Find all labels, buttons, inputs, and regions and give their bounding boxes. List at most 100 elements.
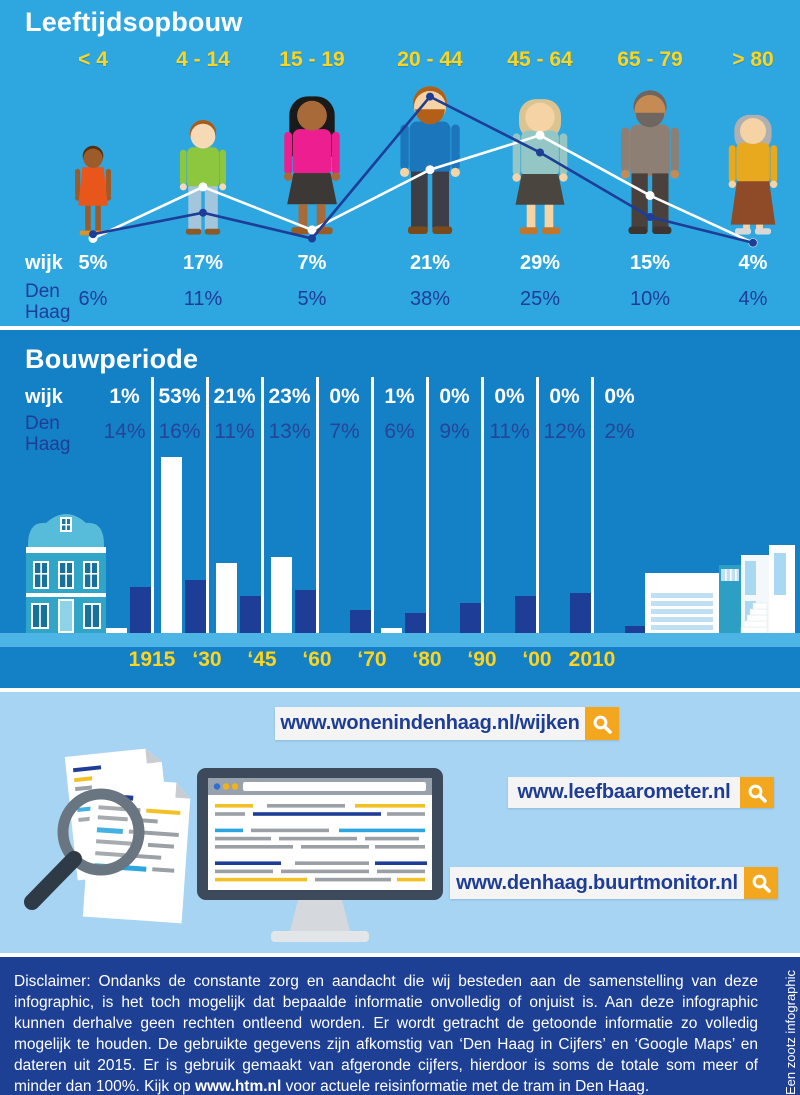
- year-tick-label: 1915: [128, 648, 176, 671]
- build-wijk-value: 0%: [329, 385, 360, 408]
- build-denhaag-value: 11%: [214, 420, 255, 443]
- search-icon: [752, 874, 771, 893]
- htm-link[interactable]: www.htm.nl: [194, 1078, 282, 1095]
- column-divider: [370, 377, 374, 647]
- column-divider: [590, 377, 594, 647]
- person-6: [718, 113, 788, 237]
- screen-text-line: [215, 804, 253, 808]
- person-2: [277, 95, 347, 237]
- screen-text-line: [377, 869, 425, 874]
- age-category-label: 20 - 44: [397, 48, 463, 71]
- disclaimer-body: Disclaimer: Ondanks de constante zorg en…: [14, 973, 758, 1095]
- build-wijk-value: 21%: [213, 385, 256, 408]
- bar-denhaag: [405, 613, 426, 633]
- build-denhaag-value: 7%: [329, 420, 360, 443]
- screen-text-line: [279, 836, 357, 841]
- person-4: [505, 97, 575, 237]
- screen-text-line: [215, 828, 243, 833]
- screen-text-line: [267, 804, 345, 808]
- age-wijk-value: 29%: [519, 252, 561, 274]
- person-figure: [284, 96, 340, 235]
- documents-magnifier-illustration: [24, 748, 191, 924]
- disclaimer-text: Disclaimer: Ondanks de constante zorg en…: [14, 971, 758, 1095]
- section-separator: [0, 326, 800, 330]
- age-denhaag-value: 38%: [409, 288, 451, 310]
- column-divider: [205, 377, 209, 647]
- column-divider: [315, 377, 319, 647]
- year-tick-label: ‘90: [467, 648, 497, 671]
- link-url[interactable]: www.wonenindenhaag.nl/wijken: [275, 707, 585, 740]
- screen-text-line: [301, 845, 369, 849]
- magnifier-handle: [24, 851, 82, 910]
- bar-denhaag: [240, 596, 261, 633]
- build-wijk-value: 0%: [549, 385, 580, 408]
- screen-text-line: [253, 812, 381, 816]
- screen-text-line: [215, 812, 245, 816]
- modern-building-illustration: [645, 545, 795, 633]
- build-wijk-value: 23%: [268, 385, 311, 408]
- column-divider: [535, 377, 539, 647]
- age-section-title: Leeftijdsopbouw: [25, 7, 243, 37]
- year-tick-label: ‘60: [302, 648, 332, 671]
- bar-denhaag: [460, 603, 481, 633]
- search-button[interactable]: [744, 867, 778, 899]
- person-1: [168, 119, 238, 237]
- build-denhaag-value: 2%: [604, 420, 635, 443]
- build-section-title: Bouwperiode: [25, 344, 199, 374]
- link-url[interactable]: www.leefbaarometer.nl: [508, 777, 740, 808]
- link-bar-leefbaarometer[interactable]: www.leefbaarometer.nl: [508, 777, 774, 808]
- build-denhaag-value: 12%: [543, 420, 586, 443]
- age-denhaag-value: 11%: [183, 288, 223, 310]
- age-denhaag-value: 6%: [78, 288, 108, 310]
- screen-text-line: [295, 861, 369, 865]
- screen-text-line: [375, 845, 425, 849]
- screen-text-line: [355, 804, 425, 808]
- age-wijk-value: 15%: [629, 252, 671, 274]
- data-point: [748, 238, 758, 248]
- person-figure: [400, 86, 460, 234]
- column-divider: [480, 377, 484, 647]
- screen-text-line: [215, 845, 293, 849]
- age-category-label: 4 - 14: [176, 48, 230, 71]
- age-denhaag-value: 10%: [629, 288, 671, 310]
- age-row-label-denhaag: Den Haag: [25, 281, 71, 324]
- build-denhaag-value: 9%: [439, 420, 470, 443]
- screen-text-line: [251, 828, 329, 833]
- build-wijk-value: 0%: [439, 385, 470, 408]
- age-wijk-value: 5%: [78, 252, 108, 274]
- age-category-label: 45 - 64: [507, 48, 573, 71]
- ground-band: [0, 633, 800, 647]
- age-wijk-value: 17%: [182, 252, 224, 274]
- person-5: [615, 89, 685, 237]
- build-denhaag-value: 16%: [158, 420, 201, 443]
- build-wijk-value: 0%: [494, 385, 525, 408]
- person-figure: [728, 114, 778, 235]
- screen-text-line: [215, 836, 271, 841]
- link-url[interactable]: www.denhaag.buurtmonitor.nl: [450, 867, 744, 899]
- person-3: [395, 85, 465, 237]
- bar-wijk: [106, 628, 127, 633]
- bar-wijk: [216, 563, 237, 633]
- year-tick-label: ‘80: [412, 648, 442, 671]
- person-figure: [74, 145, 112, 236]
- build-wijk-value: 0%: [604, 385, 635, 408]
- age-row-label-wijk: wijk: [25, 252, 63, 274]
- bar-denhaag: [350, 610, 371, 633]
- age-category-label: 65 - 79: [617, 48, 683, 71]
- column-divider: [260, 377, 264, 647]
- bar-denhaag: [515, 596, 536, 633]
- build-wijk-value: 1%: [384, 385, 415, 408]
- search-button[interactable]: [740, 777, 774, 808]
- link-bar-buurtmonitor[interactable]: www.denhaag.buurtmonitor.nl: [450, 867, 778, 899]
- search-button[interactable]: [585, 707, 619, 740]
- data-point: [749, 238, 757, 247]
- build-denhaag-value: 14%: [103, 420, 146, 443]
- search-icon: [748, 784, 767, 803]
- screen-text-line: [215, 869, 273, 874]
- bar-wijk: [381, 628, 402, 633]
- link-bar-wonenindenhaag[interactable]: www.wonenindenhaag.nl/wijken: [275, 707, 619, 740]
- build-denhaag-value: 11%: [489, 420, 530, 443]
- year-tick-label: ‘00: [522, 648, 552, 671]
- bar-wijk: [161, 457, 182, 633]
- section-bouwperiode: Bouwperiode wijk Den Haag 1% 14% 53% 16% 21%…: [0, 330, 800, 692]
